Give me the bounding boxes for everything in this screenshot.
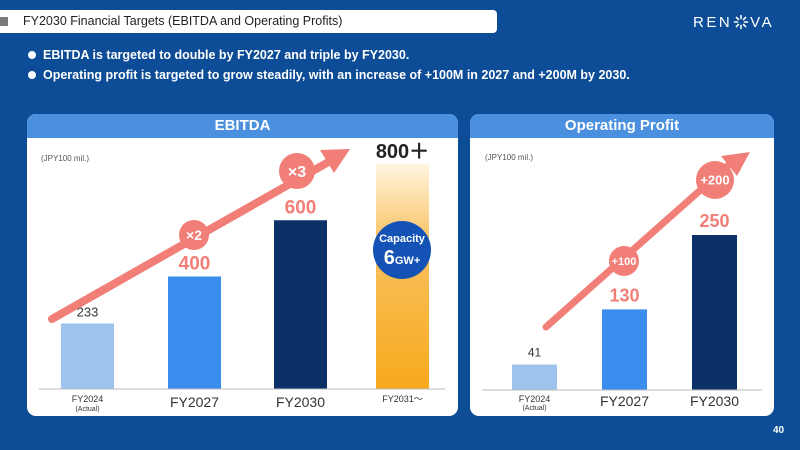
unit-label: (JPY100 mil.) — [41, 154, 89, 163]
bar-fy2027 — [602, 309, 647, 390]
category-sublabel: (Actual) — [522, 405, 546, 412]
page-title: FY2030 Financial Targets (EBITDA and Ope… — [23, 14, 343, 28]
growth-arrow-head — [721, 152, 750, 176]
renova-logo: REN VA — [693, 13, 774, 31]
growth-badge-label: +100 — [612, 256, 637, 268]
bar-fy2030 — [274, 220, 327, 389]
value-label: 400 — [179, 254, 211, 275]
bar-fy2024 — [61, 323, 114, 389]
value-label: 41 — [528, 346, 542, 360]
category-label: FY2030 — [690, 393, 739, 409]
operating-profit-chart: (JPY100 mil.) 41 130 250 FY2024(Actual) FY202… — [482, 152, 762, 412]
unit-label: (JPY100 mil.) — [485, 153, 533, 162]
capacity-label: Capacity — [379, 233, 426, 245]
category-label: FY2030 — [276, 394, 325, 410]
operating-profit-panel: (JPY100 mil.) 41 130 250 FY2024 (Actual) FY202… — [470, 114, 774, 416]
growth-arrow-head — [320, 149, 350, 173]
bullet-list: EBITDA is targeted to double by FY2027 a… — [28, 45, 630, 85]
growth-badge-label: ×2 — [186, 227, 202, 243]
logo-text-left: REN — [693, 13, 733, 31]
title-bar: FY2030 Financial Targets (EBITDA and Ope… — [0, 10, 497, 33]
capacity-number: 6 — [384, 247, 395, 269]
category-label: FY2024 — [72, 394, 104, 404]
bar-fy2024 — [512, 364, 557, 390]
growth-badge-label: +200 — [700, 173, 729, 188]
capacity-unit: GW+ — [395, 255, 420, 267]
category-sublabel: (Actual) — [75, 406, 99, 413]
operating-profit-chart-title: Operating Profit — [470, 114, 774, 138]
bullet-dot — [28, 51, 36, 59]
capacity-circle — [373, 221, 431, 279]
value-label: 800＋ — [376, 141, 429, 163]
category-label: FY2031～ — [382, 394, 423, 404]
growth-badge — [609, 246, 639, 276]
bar-fy2030 — [692, 235, 737, 390]
bullet-text: EBITDA is targeted to double by FY2027 a… — [43, 48, 410, 62]
category-label: FY2024 — [519, 394, 551, 404]
bullet-item: EBITDA is targeted to double by FY2027 a… — [28, 45, 630, 65]
value-label: 250 — [699, 211, 729, 231]
category-label: FY2027 — [170, 394, 219, 410]
ebitda-chart-title: EBITDA — [27, 114, 458, 138]
category-label: FY2027 — [600, 393, 649, 409]
title-accent — [0, 17, 8, 26]
value-label: 600 — [285, 197, 317, 218]
capacity-value: 6GW+ — [384, 247, 421, 269]
bullet-item: Operating profit is targeted to grow ste… — [28, 65, 630, 85]
page-number: 40 — [773, 425, 785, 436]
bullet-text: Operating profit is targeted to grow ste… — [43, 68, 630, 82]
growth-badge — [696, 161, 734, 199]
value-label: 233 — [77, 304, 99, 319]
growth-badge — [179, 220, 209, 250]
growth-badge — [279, 153, 315, 189]
ebitda-chart: (JPY100 mil.) 233 400 600 800＋ FY2024 (Actual)… — [39, 141, 445, 413]
value-label: 130 — [609, 285, 639, 305]
logo-text-right: VA — [750, 13, 775, 31]
growth-badge-label: ×3 — [288, 164, 306, 181]
ebitda-panel: (JPY100 mil.) 233 400 600 800＋ FY2024 (Actual)… — [27, 114, 458, 416]
bar-fy2027 — [168, 276, 221, 389]
bullet-dot — [28, 71, 36, 79]
sunburst-icon — [733, 14, 749, 30]
